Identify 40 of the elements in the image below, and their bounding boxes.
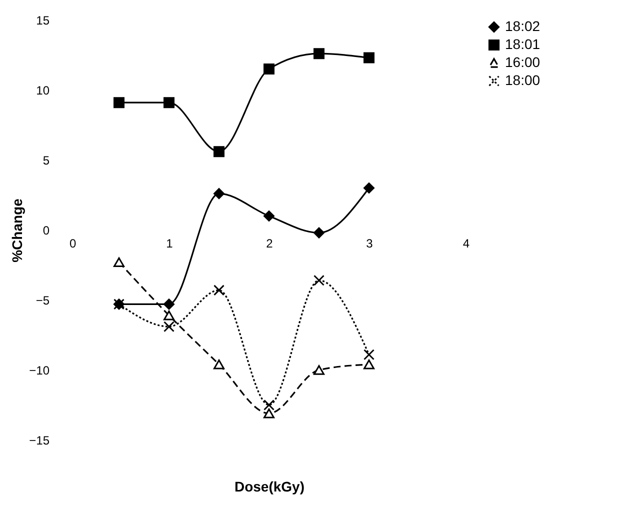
y-axis-title: %Change [9, 198, 26, 262]
point [314, 274, 324, 286]
point [214, 146, 224, 158]
x-tick-label: 0 [70, 236, 76, 250]
point [264, 400, 274, 410]
point [264, 64, 274, 74]
legend-label: 18:00 [505, 72, 540, 88]
y-tick-label: −15 [29, 434, 50, 448]
point [214, 188, 224, 200]
point [314, 227, 324, 238]
y-tick-label: 0 [42, 224, 50, 238]
point [164, 298, 174, 310]
point [364, 360, 374, 370]
y-tick-label: −5 [36, 294, 50, 308]
y-tick-label: −10 [29, 364, 50, 378]
x-tick-label: 4 [462, 236, 470, 250]
point [364, 52, 374, 64]
y-tick-label: 5 [42, 154, 50, 168]
point [114, 257, 124, 268]
x-tick-label: 1 [166, 236, 174, 250]
point [264, 210, 274, 222]
point [364, 349, 374, 360]
point [314, 365, 324, 375]
legend-label: 18:01 [505, 36, 540, 52]
legend-label: 16:00 [505, 54, 540, 70]
point [214, 360, 224, 370]
point [164, 97, 174, 108]
x-tick-label: 2 [266, 236, 274, 250]
point [264, 408, 274, 418]
point [214, 284, 224, 296]
point [164, 321, 174, 332]
point [364, 182, 374, 194]
point [114, 97, 124, 108]
point [314, 48, 324, 60]
legend-label: 18:02 [505, 18, 540, 34]
point [164, 310, 174, 320]
y-tick-label: 15 [36, 14, 50, 28]
x-axis-title: Dose(kGy) [234, 478, 305, 494]
y-tick-label: 10 [36, 84, 50, 98]
x-tick-label: 3 [366, 236, 374, 250]
